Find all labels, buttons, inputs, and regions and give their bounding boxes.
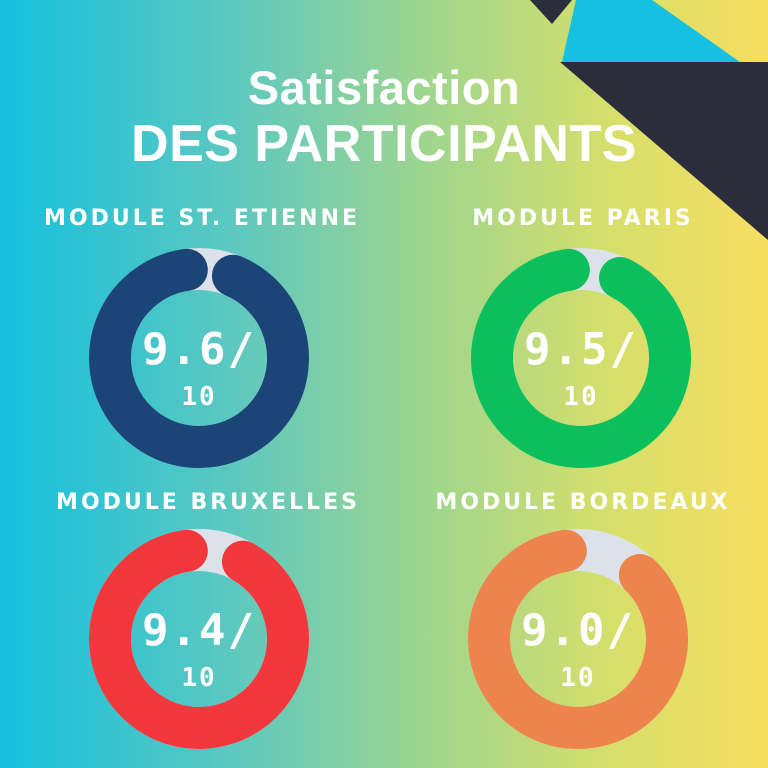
dark-triangle-large <box>560 62 768 240</box>
module-label-bruxelles: MODULE BRUXELLES <box>56 490 360 515</box>
score-denominator: 10 <box>181 663 217 693</box>
donut-arc-st-etienne <box>89 248 309 468</box>
donut-arc-bordeaux <box>468 529 688 749</box>
donut-bruxelles: 9.4/ 10 <box>89 529 309 749</box>
score-value: 9.6/ <box>142 324 256 375</box>
donut-arc-paris <box>471 248 691 468</box>
score-value: 9.0/ <box>521 605 635 656</box>
donut-paris: 9.5/ 10 <box>471 248 691 468</box>
cyan-triangle <box>562 0 740 62</box>
module-label-st-etienne: MODULE ST. ETIENNE <box>43 206 361 231</box>
score-value: 9.4/ <box>142 605 256 656</box>
donut-bordeaux: 9.0/ 10 <box>468 529 688 749</box>
title-line-1: Satisfaction <box>247 61 521 114</box>
score-denominator: 10 <box>563 382 599 412</box>
score-value: 9.5/ <box>524 324 638 375</box>
dark-triangle-top <box>530 0 572 24</box>
donut-st-etienne: 9.6/ 10 <box>89 248 309 468</box>
module-label-bordeaux: MODULE BORDEAUX <box>435 490 731 515</box>
module-label-paris: MODULE PARIS <box>472 206 694 231</box>
score-denominator: 10 <box>181 382 217 412</box>
donut-arc-bruxelles <box>89 529 309 749</box>
title-line-2: DES PARTICIPANTS <box>131 115 637 173</box>
score-denominator: 10 <box>560 663 596 693</box>
